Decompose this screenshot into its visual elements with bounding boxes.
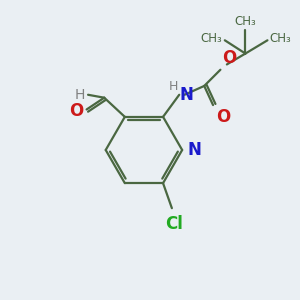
Text: O: O [222, 50, 236, 68]
Text: CH₃: CH₃ [270, 32, 292, 45]
Text: CH₃: CH₃ [201, 32, 223, 45]
Text: N: N [180, 86, 194, 104]
Text: O: O [216, 108, 230, 126]
Text: H: H [75, 88, 85, 102]
Text: CH₃: CH₃ [235, 15, 256, 28]
Text: H: H [168, 80, 178, 93]
Text: Cl: Cl [165, 215, 183, 233]
Text: N: N [188, 141, 201, 159]
Text: O: O [69, 102, 83, 120]
